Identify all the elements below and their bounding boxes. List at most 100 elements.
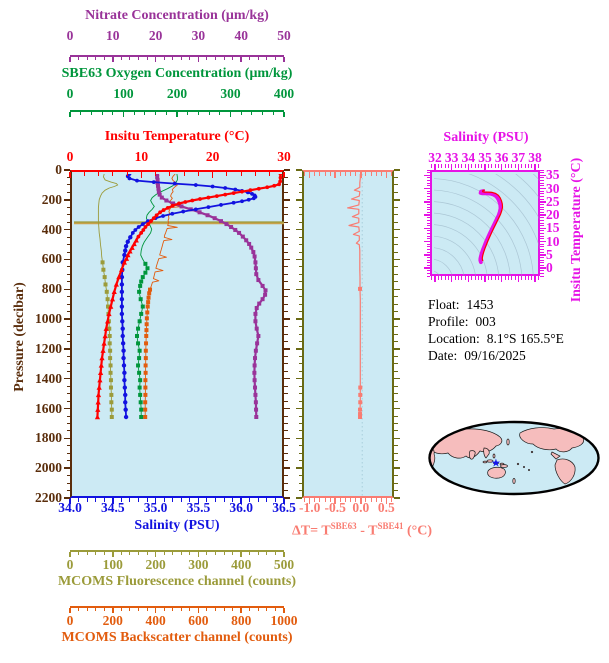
axis-tick [540, 259, 544, 261]
axis-tick [426, 177, 430, 179]
axis-tick [66, 176, 70, 178]
axis-tick [471, 164, 473, 168]
axis-tick [540, 275, 544, 277]
axis-tick [103, 551, 105, 555]
axis-tick [500, 276, 503, 282]
axis-line [70, 110, 284, 112]
axis-tick [540, 235, 544, 237]
axis-tick [66, 281, 70, 283]
pressure-tick-label: 2000 [35, 460, 62, 476]
ts-salinity-tick-label: 37 [511, 150, 526, 165]
axis-tick [298, 370, 302, 372]
axis-tick [334, 172, 336, 178]
axis-tick [464, 276, 466, 280]
axis-tick-label: 500 [273, 557, 295, 572]
axis-tick [83, 172, 85, 176]
axis-tick [95, 56, 97, 60]
axis-tick [491, 276, 493, 280]
axis-tick [540, 262, 544, 264]
axis-tick [64, 318, 70, 320]
axis-tick [298, 311, 302, 313]
axis-tick [527, 276, 529, 280]
axis-tick [298, 214, 302, 216]
axis-tick [66, 393, 70, 395]
axis-tick [155, 172, 157, 176]
axis-tick [80, 111, 82, 115]
pressure-tick-label: 1200 [35, 340, 62, 356]
axis-tick [120, 551, 122, 555]
axis-tick [223, 551, 225, 555]
axis-tick-label: 400 [273, 86, 295, 101]
ts-salinity-tick-label: 38 [528, 150, 542, 165]
axis-tick [176, 111, 178, 118]
axis-tick [540, 185, 544, 187]
axis-tick [454, 276, 456, 280]
axis-tick [232, 498, 234, 502]
axis-tick [324, 172, 326, 176]
axis-tick [540, 270, 544, 272]
axis-tick [206, 56, 208, 60]
axis-tick [64, 437, 70, 440]
axis-tick [394, 475, 398, 477]
axis-tick [197, 56, 200, 63]
axis-tick [66, 311, 70, 313]
axis-tick [206, 607, 208, 611]
axis-tick [66, 266, 70, 268]
axis-tick [122, 111, 125, 118]
axis-tick [283, 498, 285, 504]
axis-tick [266, 56, 268, 60]
axis-tick [540, 267, 546, 269]
axis-tick [296, 258, 302, 261]
axis-tick [394, 363, 398, 365]
axis-tick [126, 172, 128, 176]
map-outline [428, 420, 600, 496]
axis-tick [385, 498, 388, 504]
axis-tick [249, 56, 251, 60]
axis-tick [101, 111, 103, 115]
ts-temperature-tick-label: 10 [546, 233, 560, 249]
pressure-tick-label: 200 [41, 191, 62, 207]
axis-tick [426, 222, 430, 224]
axis-tick [211, 172, 214, 178]
axis-tick [284, 422, 288, 424]
axis-tick [284, 437, 290, 440]
axis-tick [146, 56, 148, 60]
axis-tick [64, 199, 70, 201]
axis-tick [154, 56, 157, 63]
axis-tick [426, 185, 430, 187]
axis-tick [69, 111, 71, 118]
axis-tick [540, 169, 544, 171]
axis-tick [426, 203, 430, 205]
axis-tick [540, 196, 544, 197]
axis-tick [298, 176, 302, 178]
axis-tick [66, 303, 70, 305]
axis-tick [464, 164, 466, 168]
axis-tick [284, 318, 290, 320]
axis-tick [284, 311, 288, 313]
axis-tick [298, 184, 302, 186]
pressure-tick-label: 0 [55, 162, 62, 177]
axis-tick [66, 445, 70, 447]
salinity-axis-title: Salinity (PSU) [134, 518, 220, 533]
axis-tick [487, 276, 489, 280]
pressure-tick-label: 800 [41, 281, 62, 297]
axis-tick [262, 111, 264, 115]
axis-tick [540, 203, 544, 205]
axis-tick [66, 460, 70, 462]
axis-tick [64, 258, 70, 261]
axis-tick [64, 348, 70, 350]
axis-tick [481, 164, 483, 168]
axis-tick [461, 164, 463, 168]
nitrate-axis-title: Nitrate Concentration (μm/kg) [85, 8, 269, 23]
axis-tick [298, 206, 302, 208]
pressure-tick-label: 1800 [35, 430, 62, 446]
axis-tick [426, 233, 430, 235]
axis-tick [394, 326, 398, 328]
axis-tick [514, 276, 516, 280]
pressure-tick-label: 400 [41, 221, 62, 237]
axis-tick [103, 498, 105, 502]
axis-tick [189, 551, 191, 555]
axis-tick [531, 276, 533, 280]
profile-value: 003 [475, 314, 496, 329]
axis-tick-label: 200 [166, 86, 188, 101]
